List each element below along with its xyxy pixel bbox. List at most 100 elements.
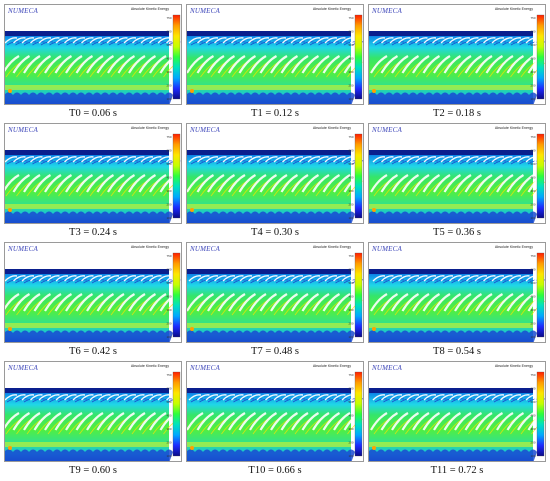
blade-streak (449, 156, 462, 163)
blade-wake (493, 398, 507, 403)
colorbar-tick-label: 750 (530, 254, 535, 258)
blade-wake (49, 160, 62, 165)
vane-streak (401, 412, 420, 431)
blade-wake (374, 41, 388, 46)
colorbar-tick-label: 200 (166, 441, 171, 445)
snapshot-caption: T6 = 0.42 s (69, 346, 117, 357)
blade-wake (417, 160, 430, 165)
blade-streak (256, 37, 270, 44)
blade-streak (188, 275, 202, 282)
colorbar-tick-label: 100 (530, 335, 535, 339)
blade-wake (292, 41, 306, 46)
snapshot-cell: 750 600 500 400 300 200 100 NUMECA Absolute Ki… (186, 242, 364, 360)
blade-streak (381, 156, 394, 163)
jet-band (187, 85, 351, 90)
blade-streak (149, 394, 162, 401)
blade-wake (335, 41, 348, 46)
blade-wake (142, 41, 156, 46)
snapshot-caption: T9 = 0.60 s (69, 465, 117, 476)
colorbar-tick-label: 400 (166, 295, 171, 299)
vane-streak (496, 412, 514, 431)
colorbar-tick-label: 300 (348, 189, 353, 193)
blade-wake (159, 279, 173, 284)
vane-streak (5, 55, 20, 72)
blade-streak (248, 156, 261, 163)
vane-streak (454, 55, 472, 74)
blade-wake (400, 398, 413, 403)
vane-streak (485, 293, 504, 312)
blade-streak (106, 156, 120, 163)
brand-label: NUMECA (8, 7, 38, 15)
blade-streak (389, 275, 403, 282)
blade-streak (21, 275, 35, 282)
blade-wake (6, 160, 20, 165)
colorbar-tick-label: 200 (348, 322, 353, 326)
vane-streak (475, 55, 493, 74)
vane-streak (433, 174, 451, 193)
blade-streak (474, 275, 488, 282)
blade-wake (417, 398, 430, 403)
blade-streak (231, 37, 244, 44)
vane-streak (196, 412, 215, 431)
colorbar-tick-label: 600 (166, 30, 171, 34)
vane-streak (117, 293, 136, 312)
probe-marker (372, 327, 376, 331)
vane-streak (370, 293, 388, 312)
blade-streak (282, 156, 295, 163)
blade-wake (493, 41, 507, 46)
colorbar-tick-label: 400 (166, 414, 171, 418)
blade-wake (284, 279, 297, 284)
probe-marker (8, 446, 12, 450)
blade-streak (248, 394, 261, 401)
vane-streak (506, 55, 525, 74)
blade-wake (6, 279, 20, 284)
blade-wake (459, 279, 473, 284)
blade-streak (30, 275, 43, 282)
probe-marker (8, 208, 12, 212)
blade-streak (13, 394, 26, 401)
vane-streak (259, 412, 278, 431)
blade-wake (159, 41, 173, 46)
blade-wake (309, 160, 323, 165)
blade-streak (214, 394, 227, 401)
vane-streak (475, 174, 493, 193)
flow-field-render: 750 600 500 400 300 200 100 (187, 252, 363, 342)
blade-streak (307, 156, 321, 163)
blade-streak (273, 156, 287, 163)
blade-wake (6, 398, 20, 403)
blade-streak (265, 156, 278, 163)
blade-streak (89, 156, 103, 163)
colorbar-tick-label: 100 (530, 216, 535, 220)
blade-wake (442, 279, 456, 284)
blade-streak (72, 275, 86, 282)
vane-streak (5, 412, 20, 429)
blade-wake (216, 41, 229, 46)
vane-streak (23, 55, 41, 74)
vane-streak (496, 55, 514, 74)
blade-streak (307, 394, 321, 401)
blade-wake (425, 398, 439, 403)
blade-streak (81, 394, 94, 401)
blade-streak (81, 156, 94, 163)
snapshot-cell: 750 600 500 400 300 200 100 NUMECA Absolute Ki… (368, 123, 546, 241)
blade-wake (510, 398, 524, 403)
vane-streak (270, 293, 288, 312)
blade-streak (432, 275, 445, 282)
colorbar-tick-label: 300 (530, 308, 535, 312)
legend-title: Absolute Kinetic Energy (494, 364, 533, 368)
blade-wake (74, 398, 88, 403)
blade-streak (13, 156, 26, 163)
blade-wake (459, 41, 473, 46)
blade-wake (485, 279, 498, 284)
blade-wake (408, 279, 422, 284)
blade-streak (474, 394, 488, 401)
blade-wake (134, 398, 147, 403)
vane-streak (422, 412, 441, 431)
blade-streak (115, 37, 128, 44)
blade-streak (5, 37, 18, 44)
blade-wake (190, 398, 204, 403)
vane-streak (128, 174, 146, 193)
flow-field-render: 750 600 500 400 300 200 100 (5, 371, 181, 461)
vane-streak (485, 174, 504, 193)
colorbar-tick-label: 200 (348, 203, 353, 207)
